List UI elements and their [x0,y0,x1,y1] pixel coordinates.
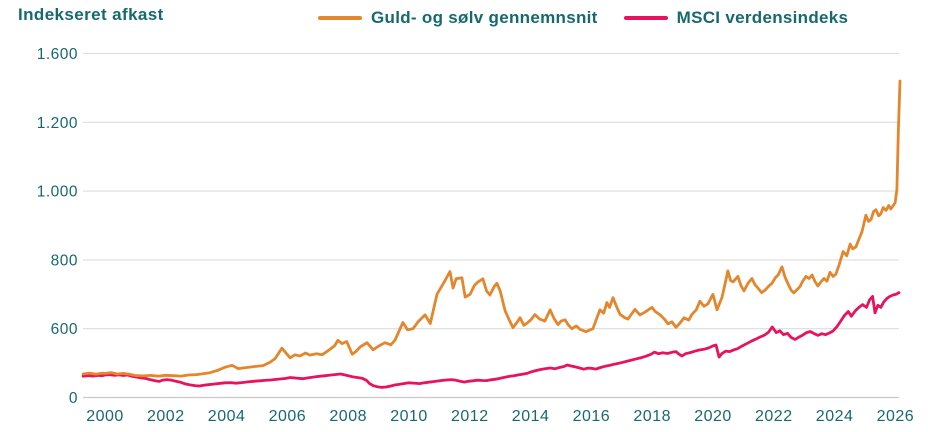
x-tick-label: 2000 [86,408,124,425]
y-tick-label: 600 [51,321,78,338]
series-gold-silver-line [81,79,902,378]
gold-silver-line-swatch [318,16,362,20]
x-tick-label: 2004 [208,408,246,425]
gold-silver-legend-label: Guld- og sølv gennemnsnit [371,8,598,27]
x-tick-label: 2014 [512,408,550,425]
x-tick-label: 2002 [147,408,185,425]
x-tick-label: 2026 [877,408,915,425]
x-tick-label: 2020 [694,408,732,425]
legend: Guld- og sølv gennemnsnit MSCI verdensin… [318,8,848,28]
x-tick-label: 2006 [269,408,307,425]
legend-item-msci: MSCI verdensindeks [623,8,849,28]
x-tick-label: 2016 [573,408,611,425]
x-tick-label: 2008 [329,408,367,425]
msci-line-swatch [623,16,668,20]
legend-item-gold-silver: Guld- og sølv gennemnsnit [318,8,598,28]
y-tick-label: 1.600 [37,46,78,63]
series-msci-line [81,291,901,389]
x-tick-label: 2010 [390,408,428,425]
y-tick-label: 1.200 [37,115,78,132]
x-tick-label: 2012 [451,408,489,425]
page-title: Indekseret afkast [18,5,164,24]
msci-legend-label: MSCI verdensindeks [676,8,849,27]
x-tick-label: 2024 [816,408,854,425]
y-tick-label: 0 [69,390,78,407]
x-tick-label: 2022 [755,408,793,425]
x-tick-label: 2018 [633,408,671,425]
y-tick-label: 1.000 [37,184,78,201]
y-tick-label: 800 [51,252,78,269]
